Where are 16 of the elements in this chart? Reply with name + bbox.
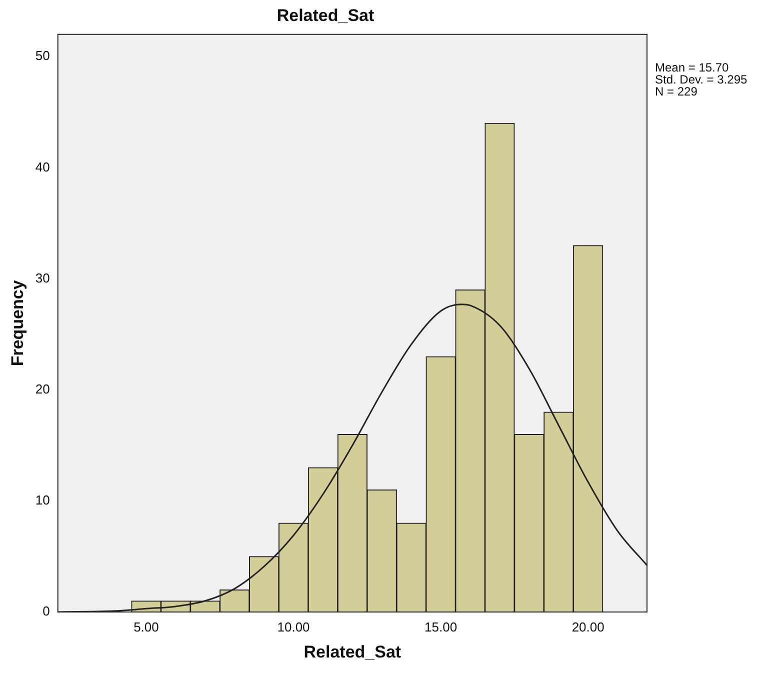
chart-title: Related_Sat bbox=[276, 6, 374, 25]
x-tick-label: 20.00 bbox=[572, 619, 604, 634]
y-tick-label: 50 bbox=[35, 48, 50, 64]
y-axis-title: Frequency bbox=[8, 280, 27, 366]
y-tick-label: 10 bbox=[35, 492, 50, 508]
y-tick-label: 0 bbox=[42, 604, 50, 619]
y-tick-label: 40 bbox=[35, 159, 50, 174]
y-tick-label: 20 bbox=[35, 381, 50, 396]
x-tick-label: 10.00 bbox=[277, 619, 310, 634]
text: N = 229 bbox=[655, 84, 698, 99]
y-tick-label: 30 bbox=[35, 270, 50, 286]
x-tick-label: 5.00 bbox=[134, 619, 159, 634]
text: Mean = 15.70 bbox=[655, 60, 730, 75]
x-axis-title: Related_Sat bbox=[304, 642, 402, 662]
x-tick-label: 15.00 bbox=[424, 619, 458, 634]
text: Std. Dev. = 3.295 bbox=[655, 72, 748, 87]
